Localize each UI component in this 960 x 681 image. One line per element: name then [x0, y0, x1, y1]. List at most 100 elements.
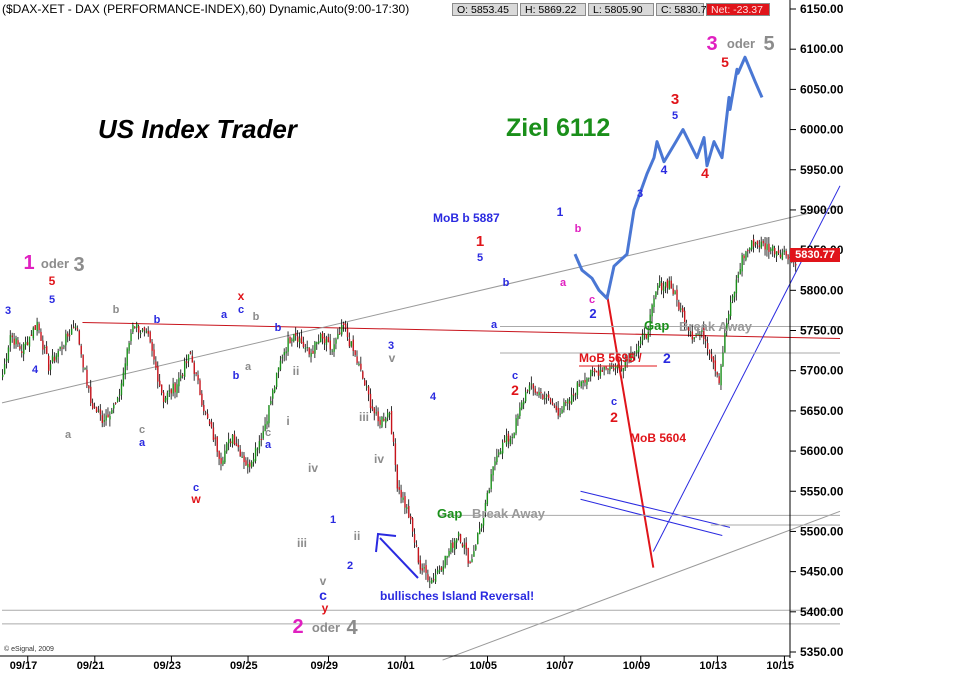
- candle: [603, 366, 605, 376]
- candle: [189, 350, 192, 355]
- candle: [716, 371, 718, 378]
- candle: [36, 317, 38, 336]
- candle: [775, 251, 778, 262]
- chart-annotation: Gap: [437, 506, 462, 521]
- candle: [348, 332, 351, 349]
- candle: [505, 428, 508, 447]
- chart-annotation: MoB 5604: [630, 431, 686, 445]
- candle: [239, 445, 241, 457]
- target-label: Ziel 6112: [506, 114, 610, 142]
- candle: [208, 418, 211, 427]
- wave-label: b: [154, 314, 161, 326]
- candle: [99, 404, 102, 421]
- candle: [630, 346, 632, 363]
- candle: [101, 410, 104, 428]
- candle: [86, 365, 88, 389]
- candle: [484, 499, 487, 518]
- candle: [498, 449, 500, 458]
- candle: [567, 398, 569, 411]
- candle: [34, 325, 36, 330]
- wave-label: c: [319, 587, 327, 603]
- candle: [321, 331, 324, 345]
- wave-label: 2: [610, 409, 618, 425]
- candle: [634, 351, 636, 361]
- candle: [17, 337, 19, 347]
- candle: [369, 388, 372, 413]
- candle: [689, 329, 692, 337]
- candle: [375, 405, 377, 416]
- candle: [193, 360, 195, 381]
- candle: [268, 405, 270, 428]
- candle: [590, 369, 592, 382]
- candle: [212, 422, 215, 443]
- chart-annotation: MoB 5695 /: [579, 351, 642, 365]
- chart-annotation: Break Away: [679, 319, 753, 334]
- candle: [486, 490, 489, 507]
- candle: [65, 329, 67, 352]
- candle: [113, 402, 115, 414]
- red-support-trendline: [606, 294, 655, 568]
- wave-label: 4: [430, 391, 437, 403]
- candle: [218, 450, 220, 466]
- candle: [364, 377, 366, 386]
- candle: [229, 438, 232, 447]
- candle: [136, 321, 138, 333]
- candle: [316, 341, 318, 350]
- candle: [683, 307, 686, 331]
- candle: [13, 332, 15, 349]
- candle: [446, 555, 448, 566]
- candle: [308, 347, 310, 358]
- candle: [304, 343, 307, 353]
- ohlc-low: L: 5805.90: [588, 3, 654, 16]
- candle: [93, 402, 96, 409]
- candle: [540, 388, 542, 399]
- candle: [206, 409, 209, 420]
- candle: [546, 393, 548, 404]
- wave-label: b: [275, 322, 282, 334]
- candle: [433, 572, 435, 583]
- candle: [394, 438, 397, 472]
- candle: [51, 349, 54, 364]
- candle: [183, 357, 186, 380]
- candle: [576, 380, 579, 399]
- candle: [72, 320, 75, 329]
- candle: [5, 353, 8, 369]
- candle: [783, 245, 785, 255]
- forecast-path: [573, 55, 764, 300]
- wave-label: 2: [292, 616, 303, 638]
- candle: [314, 340, 316, 359]
- candle: [423, 563, 425, 573]
- wave-label: 4: [32, 364, 39, 376]
- wave-label: 3: [73, 254, 84, 276]
- candle: [555, 402, 558, 413]
- candle: [63, 344, 65, 350]
- candle: [224, 444, 226, 465]
- candle: [712, 356, 715, 370]
- y-tick-label: 5950.00: [800, 163, 844, 177]
- wave-label: 1: [557, 205, 564, 219]
- candle: [660, 277, 663, 295]
- candle: [312, 345, 314, 355]
- candle: [526, 389, 529, 394]
- candle: [530, 376, 533, 390]
- candle: [120, 379, 123, 400]
- candle: [124, 357, 127, 380]
- candle: [440, 566, 443, 572]
- wave-label: 4: [346, 617, 358, 639]
- candle: [256, 447, 259, 457]
- wave-label: y: [322, 601, 329, 615]
- candle: [203, 400, 205, 416]
- candle: [337, 328, 339, 340]
- candle: [7, 345, 10, 364]
- candle: [310, 348, 312, 363]
- candle: [465, 537, 467, 556]
- candle: [523, 397, 525, 410]
- wave-label: b: [503, 277, 510, 289]
- candle: [592, 366, 594, 377]
- candle: [300, 329, 303, 344]
- candle: [80, 343, 82, 358]
- candle: [459, 533, 462, 544]
- candle: [429, 576, 431, 589]
- candle: [195, 371, 197, 377]
- candle: [356, 350, 358, 365]
